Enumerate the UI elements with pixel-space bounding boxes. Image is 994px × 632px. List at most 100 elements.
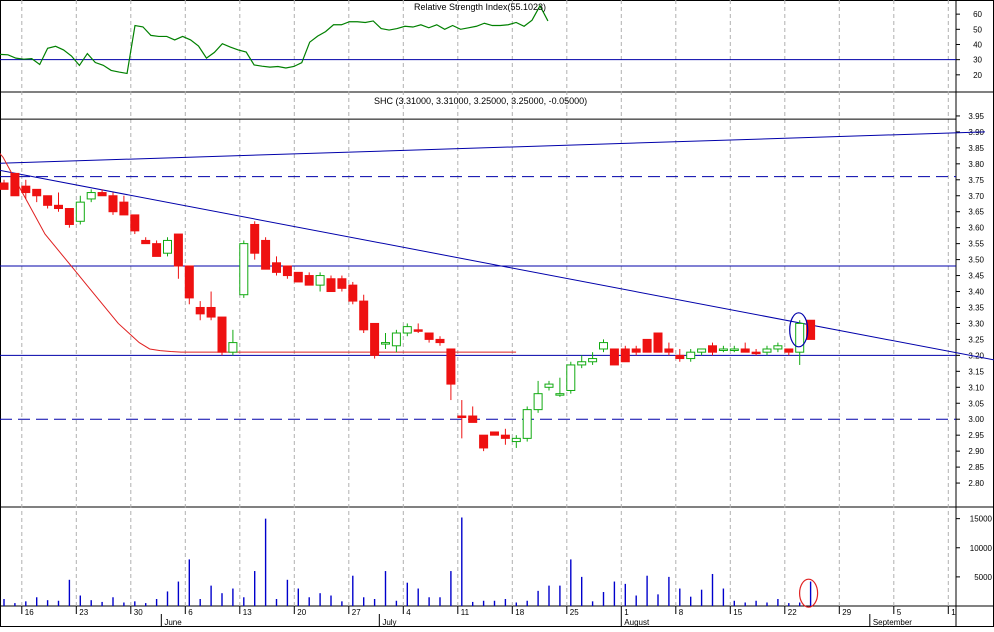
candle-body-14 xyxy=(152,243,162,257)
candle-body-2 xyxy=(21,185,31,194)
candle-body-27 xyxy=(293,271,303,283)
x-tick-label-12: 8 xyxy=(679,608,684,617)
candle-body-22 xyxy=(239,243,249,296)
candle-body-16 xyxy=(173,233,183,267)
candle-body-62 xyxy=(675,354,685,360)
price-title: SHC (3.31000, 3.31000, 3.25000, 3.25000,… xyxy=(374,96,587,106)
candle-body-5 xyxy=(54,204,63,210)
month-label-2: August xyxy=(624,618,650,627)
candle-body-44 xyxy=(479,434,489,449)
candle-body-58 xyxy=(631,348,641,353)
candle-body-37 xyxy=(402,326,412,334)
candle-body-47 xyxy=(511,437,521,443)
price-tick-label-3: 2.95 xyxy=(968,431,984,440)
candle-body-51 xyxy=(555,393,565,396)
candle-body-57 xyxy=(620,348,630,363)
candle-body-13 xyxy=(141,239,151,245)
candle-body-72 xyxy=(784,348,794,353)
candle-body-8 xyxy=(86,192,96,200)
candle-body-69 xyxy=(751,351,761,355)
candle-body-65 xyxy=(708,345,717,353)
price-tick-label-19: 3.75 xyxy=(968,176,984,185)
x-tick-label-0: 16 xyxy=(25,608,34,617)
candle-body-9 xyxy=(97,192,107,197)
vertical-gridlines xyxy=(21,0,949,606)
rsi-tick-label-2: 40 xyxy=(973,40,982,49)
x-tick-label-15: 29 xyxy=(842,608,851,617)
candle-body-55 xyxy=(599,342,608,350)
candle-body-68 xyxy=(740,348,750,353)
price-tick-label-15: 3.55 xyxy=(968,240,984,249)
candle-body-26 xyxy=(282,265,292,277)
month-label-3: September xyxy=(873,618,912,627)
candle-body-0 xyxy=(0,182,9,190)
x-tick-label-4: 13 xyxy=(243,608,252,617)
rsi-panel: 20 30 40 50 60 xyxy=(0,4,983,80)
x-tick-label-2: 30 xyxy=(134,608,143,617)
candle-body-10 xyxy=(108,195,118,213)
candle-body-64 xyxy=(697,348,707,353)
price-tick-label-7: 3.15 xyxy=(968,367,984,376)
candle-body-43 xyxy=(468,415,478,423)
month-label-1: July xyxy=(382,618,396,627)
rsi-tick-label-0: 20 xyxy=(973,71,982,80)
volume-tick-label-1: 10000 xyxy=(970,544,993,553)
x-tick-label-13: 15 xyxy=(733,608,742,617)
price-tick-label-23: 3.95 xyxy=(968,112,984,121)
price-tick-label-20: 3.80 xyxy=(968,160,984,169)
candle-body-60 xyxy=(653,332,663,353)
candle-body-21 xyxy=(228,342,238,353)
price-tick-label-18: 3.70 xyxy=(968,192,984,201)
candle-body-50 xyxy=(544,383,554,388)
x-tick-label-10: 25 xyxy=(570,608,579,617)
price-tick-label-9: 3.25 xyxy=(968,335,984,344)
candle-body-34 xyxy=(370,322,380,356)
price-tick-label-16: 3.60 xyxy=(968,224,984,233)
x-tick-label-11: 1 xyxy=(624,608,629,617)
candle-body-74 xyxy=(806,319,816,340)
candle-body-71 xyxy=(773,345,783,350)
candle-body-36 xyxy=(391,332,401,347)
price-tick-label-1: 2.85 xyxy=(968,463,984,472)
candle-body-19 xyxy=(206,306,216,318)
candle-body-11 xyxy=(119,201,129,216)
price-tick-label-10: 3.30 xyxy=(968,319,984,328)
candle-body-20 xyxy=(217,316,227,353)
rsi-title: Relative Strength Index(55.1023) xyxy=(414,2,546,12)
price-tick-label-14: 3.50 xyxy=(968,256,984,265)
rsi-tick-label-1: 30 xyxy=(973,56,982,65)
price-tick-label-11: 3.35 xyxy=(968,303,984,312)
x-tick-label-8: 11 xyxy=(461,608,470,617)
candle-body-59 xyxy=(642,338,652,353)
price-tick-label-6: 3.10 xyxy=(968,383,984,392)
candle-body-29 xyxy=(315,275,325,286)
candle-body-56 xyxy=(609,348,619,366)
candle-body-31 xyxy=(337,278,347,289)
price-tick-label-0: 2.80 xyxy=(968,479,984,488)
rsi-tick-label-3: 50 xyxy=(973,25,982,34)
candle-body-1 xyxy=(10,172,20,197)
x-tick-label-1: 23 xyxy=(79,608,88,617)
price-tick-label-21: 3.85 xyxy=(968,144,984,153)
price-tick-label-12: 3.40 xyxy=(968,288,984,297)
candle-body-63 xyxy=(686,351,696,360)
price-tick-label-17: 3.65 xyxy=(968,208,984,217)
x-tick-label-14: 22 xyxy=(788,608,797,617)
x-tick-label-16: 5 xyxy=(897,608,902,617)
candle-body-70 xyxy=(762,348,772,353)
price-tick-label-4: 3.00 xyxy=(968,415,984,424)
candle-body-49 xyxy=(533,393,543,411)
candle-body-48 xyxy=(522,409,532,439)
moving-average-line xyxy=(0,152,517,353)
candle-body-7 xyxy=(75,201,85,222)
candle-body-6 xyxy=(64,208,74,225)
candle-body-42 xyxy=(457,415,467,419)
candle-body-39 xyxy=(424,332,434,340)
candle-body-67 xyxy=(729,348,739,351)
candle-body-61 xyxy=(664,348,674,353)
price-tick-label-2: 2.90 xyxy=(968,447,984,456)
candle-body-66 xyxy=(718,348,728,351)
